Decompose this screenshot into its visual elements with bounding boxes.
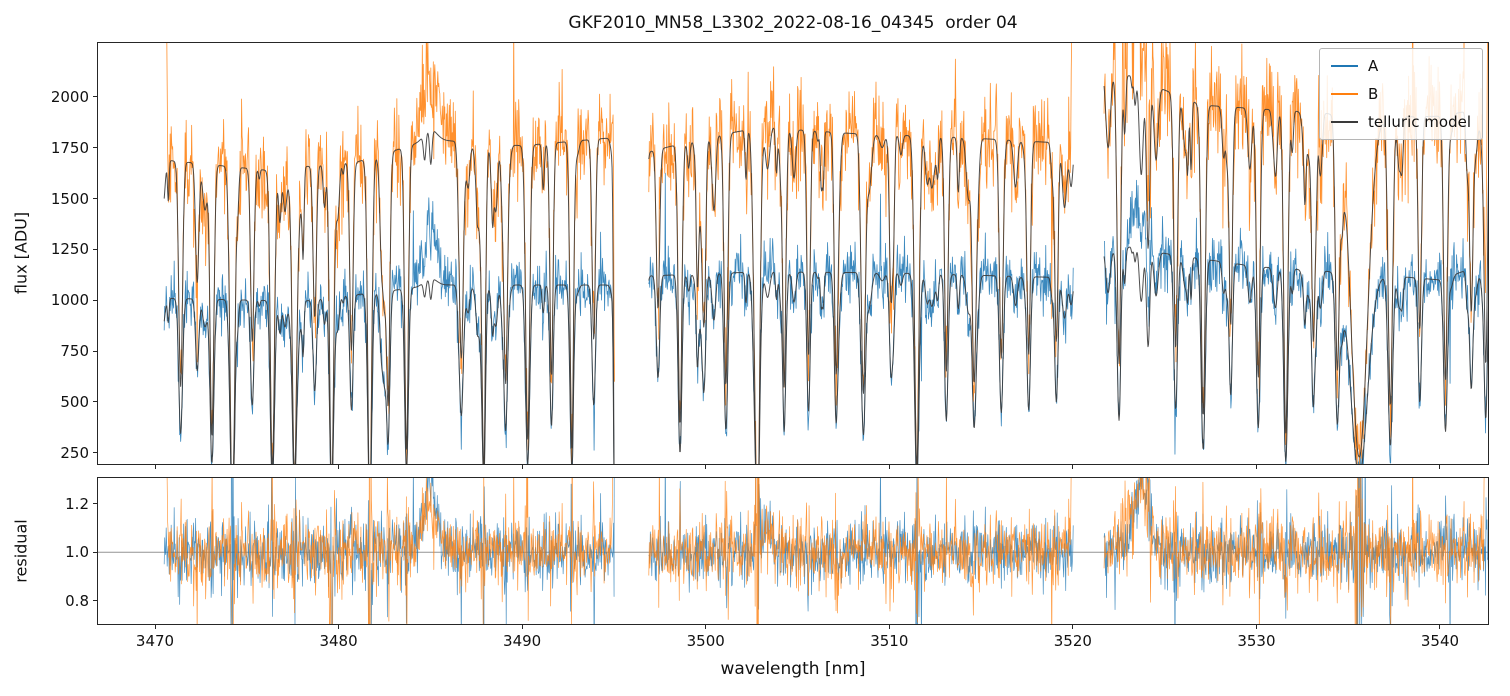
x-tick-mark xyxy=(338,625,340,629)
residual-plot-canvas xyxy=(98,478,1488,624)
y-tick-label: 2000 xyxy=(50,87,89,106)
x-tick-label: 3530 xyxy=(1237,632,1276,650)
flux-panel: A B telluric model xyxy=(97,42,1489,465)
x-tick-mark xyxy=(1072,465,1074,469)
y-tick-label: 1500 xyxy=(50,189,89,208)
x-tick-mark xyxy=(154,625,156,629)
x-tick-label: 3470 xyxy=(135,632,175,650)
y-tick-mark xyxy=(93,452,97,454)
x-tick-label: 3480 xyxy=(319,632,358,650)
x-tick-mark xyxy=(521,625,523,629)
x-tick-mark xyxy=(521,465,523,469)
x-tick-mark xyxy=(1439,625,1441,629)
legend-swatch-b xyxy=(1330,92,1358,96)
x-tick-mark xyxy=(888,465,890,469)
y-tick-mark xyxy=(93,147,97,149)
legend-entry-a: A xyxy=(1330,57,1471,75)
chart-title: GKF2010_MN58_L3302_2022-08-16_04345 orde… xyxy=(568,13,1018,33)
legend-swatch-telluric-model xyxy=(1330,120,1358,124)
y-tick-mark xyxy=(93,96,97,98)
legend-label-b: B xyxy=(1367,85,1379,103)
y-tick-label: 0.8 xyxy=(65,591,89,610)
y-tick-mark xyxy=(93,600,97,602)
x-tick-mark xyxy=(338,465,340,469)
y-tick-mark xyxy=(93,299,97,301)
legend-entry-telluric-model: telluric model xyxy=(1330,113,1471,131)
legend-label-telluric-model: telluric model xyxy=(1367,113,1471,131)
y-tick-mark xyxy=(93,551,97,553)
x-tick-label: 3540 xyxy=(1420,632,1460,650)
x-tick-mark xyxy=(1255,625,1257,629)
x-tick-mark xyxy=(888,625,890,629)
x-axis-label: wavelength [nm] xyxy=(720,659,866,679)
y-tick-label: 1.2 xyxy=(65,494,89,513)
legend-label-a: A xyxy=(1367,57,1379,75)
y-tick-mark xyxy=(93,248,97,250)
x-tick-mark xyxy=(1255,465,1257,469)
legend-swatch-a xyxy=(1330,64,1358,68)
x-tick-mark xyxy=(1439,465,1441,469)
x-tick-mark xyxy=(705,465,707,469)
x-tick-label: 3520 xyxy=(1053,632,1092,650)
legend: A B telluric model xyxy=(1318,48,1483,140)
x-tick-mark xyxy=(705,625,707,629)
y-tick-label: 500 xyxy=(60,392,89,411)
x-tick-mark xyxy=(154,465,156,469)
x-tick-mark xyxy=(1072,625,1074,629)
legend-entry-b: B xyxy=(1330,85,1471,103)
y-tick-label: 1750 xyxy=(50,138,89,157)
x-tick-label: 3490 xyxy=(503,632,542,650)
y-tick-mark xyxy=(93,198,97,200)
x-tick-label: 3510 xyxy=(870,632,909,650)
flux-plot-canvas xyxy=(98,43,1488,464)
residual-panel xyxy=(97,477,1489,625)
x-tick-label: 3500 xyxy=(686,632,725,650)
y-tick-mark xyxy=(93,350,97,352)
y-tick-label: 1000 xyxy=(50,291,89,310)
y-tick-mark xyxy=(93,503,97,505)
y-tick-label: 250 xyxy=(60,443,89,462)
y-tick-mark xyxy=(93,401,97,403)
y-tick-label: 750 xyxy=(60,342,89,361)
y-tick-label: 1250 xyxy=(50,240,89,259)
y-tick-label: 1.0 xyxy=(65,543,89,562)
